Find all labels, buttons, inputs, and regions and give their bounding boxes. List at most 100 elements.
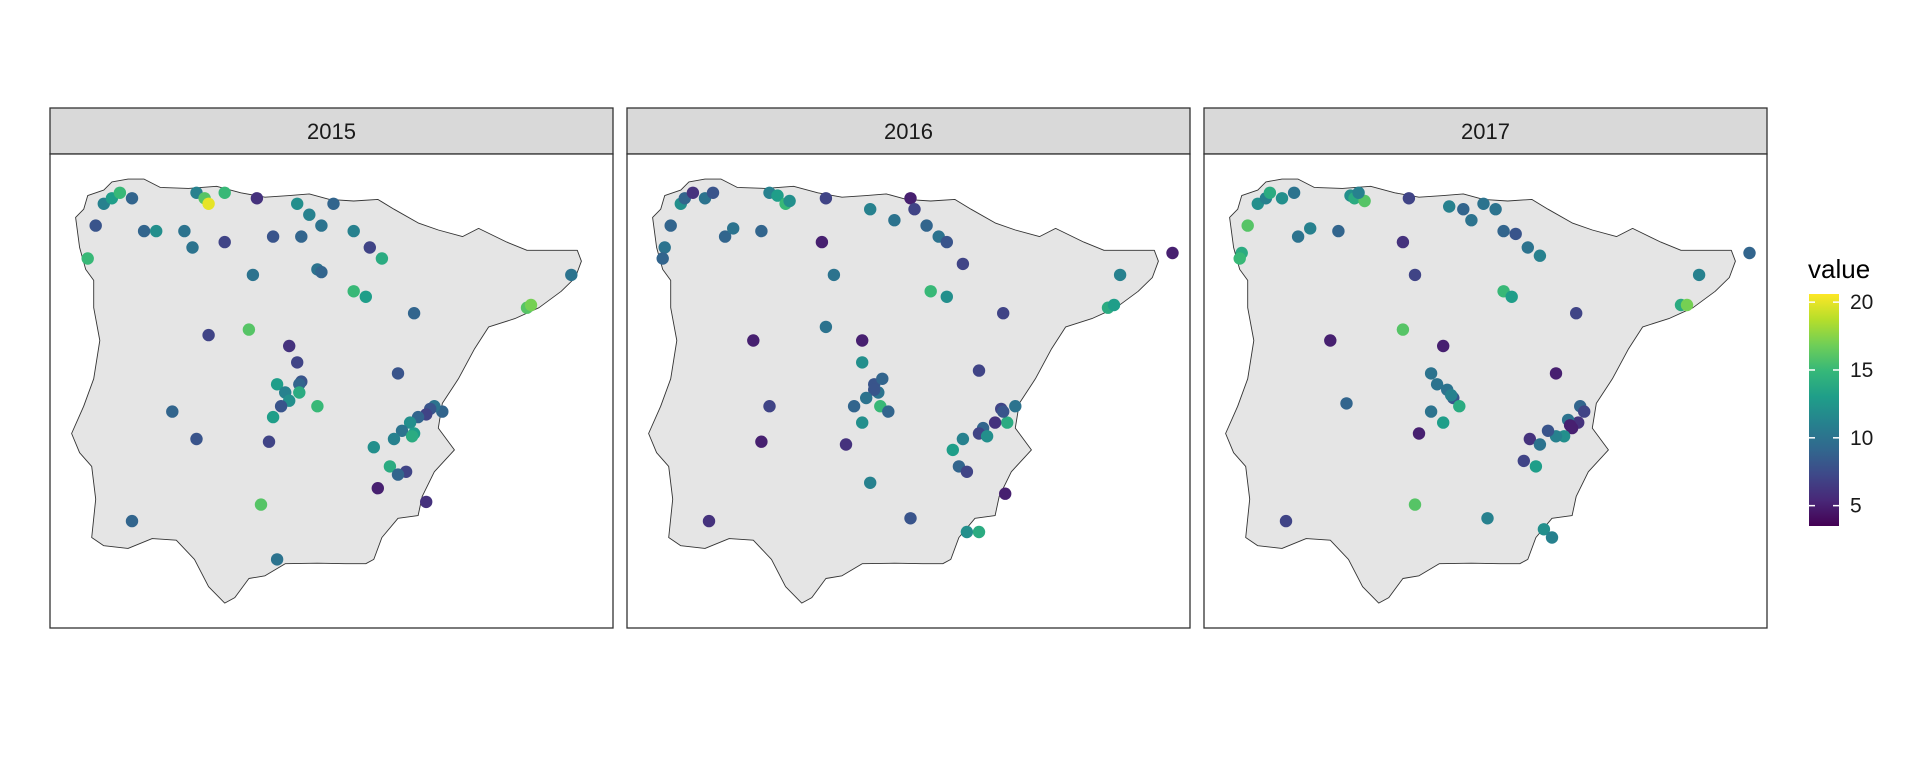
station-point: [270, 553, 284, 566]
station-point: [706, 186, 720, 199]
station-point: [940, 235, 953, 249]
station-point: [303, 208, 316, 221]
station-point: [702, 514, 716, 528]
station-point: [89, 219, 102, 232]
legend-title: value: [1808, 254, 1870, 284]
station-point: [763, 400, 776, 413]
station-point: [178, 224, 191, 238]
station-point: [274, 400, 288, 413]
station-point: [347, 285, 360, 298]
station-point: [1445, 389, 1458, 402]
station-point: [755, 435, 768, 448]
station-point: [864, 203, 877, 216]
station-point: [860, 391, 873, 405]
station-point: [972, 364, 986, 377]
station-point: [190, 432, 203, 446]
station-point: [980, 430, 994, 443]
station-point: [1505, 290, 1518, 303]
legend-tick-label: 10: [1850, 427, 1873, 450]
station-point: [1107, 298, 1121, 312]
station-point: [856, 416, 869, 429]
station-point: [940, 290, 953, 303]
station-point: [876, 372, 889, 385]
station-point: [783, 194, 796, 208]
station-point: [1533, 249, 1547, 262]
station-point: [999, 487, 1012, 500]
station-point: [656, 252, 669, 265]
station-point: [1743, 246, 1756, 260]
station-point: [904, 512, 917, 525]
station-point: [771, 189, 784, 202]
station-point: [1408, 498, 1422, 511]
station-point: [403, 416, 417, 429]
station-point: [524, 298, 538, 312]
station-point: [960, 465, 974, 478]
facet-strip: [626, 107, 1191, 155]
station-point: [186, 241, 199, 254]
station-point: [395, 424, 409, 437]
station-point: [664, 219, 677, 232]
station-point: [1521, 241, 1535, 254]
station-point: [1489, 203, 1502, 216]
station-point: [1680, 298, 1694, 312]
station-point: [864, 476, 877, 489]
station-point: [81, 252, 94, 265]
station-point: [391, 367, 405, 380]
legend-tick-label: 20: [1850, 291, 1873, 314]
station-point: [1453, 400, 1466, 413]
station-point: [383, 460, 397, 473]
station-point: [888, 214, 901, 227]
country-outline: [648, 178, 1159, 604]
facet-strip: [49, 107, 614, 155]
station-point: [686, 186, 700, 199]
station-point: [819, 192, 833, 205]
station-point: [1523, 432, 1537, 446]
station-point: [375, 252, 389, 265]
station-point: [218, 235, 231, 249]
station-point: [1509, 227, 1522, 241]
station-point: [1275, 192, 1289, 205]
station-point: [1408, 268, 1422, 282]
station-point: [956, 432, 970, 446]
station-point: [1009, 400, 1022, 413]
station-point: [246, 268, 260, 282]
station-point: [1352, 186, 1365, 199]
station-point: [347, 224, 360, 238]
station-point: [997, 405, 1010, 418]
station-point: [1443, 200, 1456, 213]
station-point: [1437, 339, 1450, 353]
station-point: [315, 265, 328, 279]
station-point: [658, 241, 671, 254]
station-point: [747, 334, 760, 347]
station-point: [1424, 367, 1438, 380]
facet-strip: [1203, 107, 1768, 155]
country-outline: [1225, 178, 1736, 604]
station-point: [254, 498, 268, 511]
station-point: [218, 186, 231, 199]
station-point: [1412, 427, 1426, 440]
station-point: [293, 386, 306, 399]
legend-tick-label: 15: [1850, 359, 1873, 382]
station-point: [988, 416, 1002, 429]
station-point: [1541, 424, 1555, 437]
station-point: [847, 400, 861, 413]
station-point: [1287, 186, 1301, 199]
station-point: [1497, 224, 1510, 238]
station-point: [407, 307, 421, 320]
station-point: [1437, 416, 1450, 429]
station-point: [1166, 246, 1179, 260]
station-point: [391, 468, 405, 481]
station-point: [1396, 323, 1410, 336]
station-point: [420, 495, 433, 509]
station-point: [904, 192, 917, 205]
station-point: [868, 383, 881, 396]
facet-2017: 2017: [1203, 107, 1768, 629]
station-point: [839, 438, 853, 451]
station-point: [1529, 460, 1543, 473]
station-point: [718, 230, 732, 243]
station-point: [1563, 419, 1577, 432]
station-point: [882, 405, 895, 418]
station-point: [363, 241, 376, 254]
station-point: [565, 268, 578, 282]
